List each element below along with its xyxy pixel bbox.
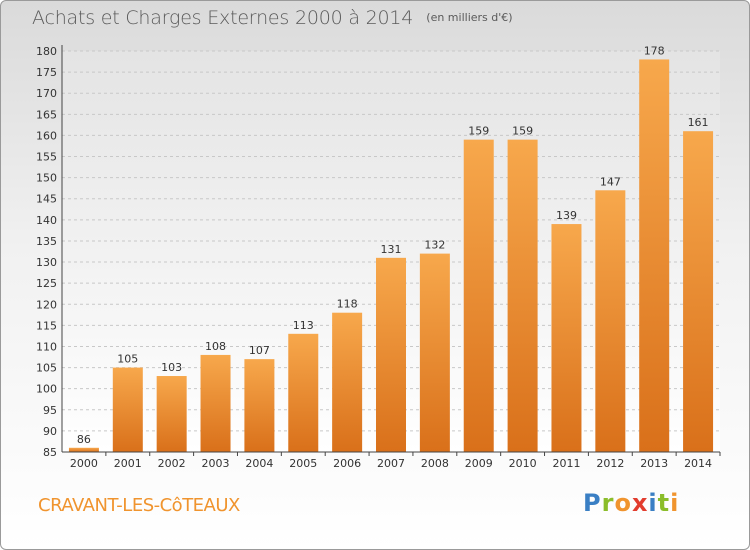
data-label: 86	[77, 433, 91, 446]
y-tick-label: 85	[43, 446, 57, 459]
bar	[244, 359, 275, 452]
logo-letter: x	[631, 489, 649, 517]
x-tick-label: 2003	[202, 457, 230, 470]
y-tick-label: 125	[36, 277, 57, 290]
y-tick-label: 180	[36, 45, 57, 58]
data-label: 105	[117, 353, 138, 366]
x-tick-label: 2001	[114, 457, 142, 470]
x-tick-label: 2010	[509, 457, 537, 470]
y-tick-label: 95	[43, 404, 57, 417]
x-tick-label: 2008	[421, 457, 449, 470]
y-tick-label: 155	[36, 151, 57, 164]
data-label: 103	[161, 361, 182, 374]
data-label: 147	[600, 175, 621, 188]
logo-letter: i	[670, 489, 680, 517]
y-tick-label: 110	[36, 340, 57, 353]
bar	[376, 257, 406, 452]
x-tick-label: 2006	[333, 457, 361, 470]
y-tick-label: 165	[36, 108, 57, 121]
data-label: 107	[249, 344, 270, 357]
x-tick-label: 2009	[465, 457, 493, 470]
y-tick-label: 120	[36, 298, 57, 311]
x-tick-label: 2005	[289, 457, 317, 470]
logo-letter: r	[601, 489, 615, 517]
data-label: 132	[424, 239, 445, 252]
y-tick-label: 140	[36, 214, 57, 227]
logo-letter: P	[583, 489, 602, 517]
bar	[639, 59, 670, 452]
y-tick-label: 160	[36, 129, 57, 142]
x-tick-label: 2012	[596, 457, 624, 470]
y-tick-label: 130	[36, 256, 57, 269]
logo-letter: t	[657, 489, 671, 517]
data-label: 161	[688, 116, 709, 129]
bar	[200, 354, 231, 452]
logo-letter: i	[648, 489, 658, 517]
chart-title: Achats et Charges Externes 2000 à 2014	[32, 7, 414, 29]
y-tick-label: 100	[36, 383, 57, 396]
y-tick-label: 135	[36, 235, 57, 248]
y-tick-label: 145	[36, 193, 57, 206]
bar	[419, 253, 450, 452]
x-tick-label: 2014	[684, 457, 712, 470]
bar	[551, 224, 582, 452]
bar	[463, 139, 494, 453]
y-axis-ticks: 85 90 95 100 105 110 115 120 125 130 135 140 145 150 1…	[36, 45, 57, 459]
bar	[595, 190, 626, 452]
bar	[507, 139, 538, 453]
y-tick-label: 105	[36, 362, 57, 375]
data-label: 178	[644, 44, 665, 57]
bar	[156, 376, 187, 452]
x-tick-label: 2002	[158, 457, 186, 470]
x-tick-label: 2011	[552, 457, 580, 470]
y-tick-label: 90	[43, 425, 57, 438]
y-tick-label: 170	[36, 87, 57, 100]
chart-title-row: Achats et Charges Externes 2000 à 2014 (…	[32, 7, 513, 29]
data-label: 113	[293, 319, 314, 332]
data-label: 108	[205, 340, 226, 353]
data-label: 159	[468, 125, 489, 138]
data-label: 139	[556, 209, 577, 222]
x-tick-label: 2007	[377, 457, 405, 470]
bar	[68, 447, 99, 452]
data-label: 118	[337, 298, 358, 311]
x-tick-label: 2000	[70, 457, 98, 470]
x-axis-ticks: 2000 2001 2002 2003 2004 2005 2006 2007 2008 2009…	[70, 457, 712, 470]
bar	[288, 333, 319, 452]
value-labels: 86 105 103 108 107 113 118 131 132 159 159 139 147 17…	[77, 44, 709, 445]
bar	[683, 131, 714, 452]
bar	[332, 312, 363, 452]
proxiti-logo: Proxiti	[583, 489, 679, 517]
bars	[68, 59, 714, 453]
y-tick-label: 175	[36, 66, 57, 79]
x-tick-label: 2013	[640, 457, 668, 470]
chart-subtitle: (en milliers d'€)	[426, 11, 513, 24]
commune-name: CRAVANT-LES-CôTEAUX	[38, 495, 240, 516]
data-label: 131	[381, 243, 402, 256]
y-tick-label: 150	[36, 172, 57, 185]
y-tick-label: 115	[36, 319, 57, 332]
x-tick-label: 2004	[245, 457, 273, 470]
logo-letter: o	[614, 489, 632, 517]
axes	[61, 45, 721, 456]
data-label: 159	[512, 125, 533, 138]
bar	[112, 367, 143, 452]
